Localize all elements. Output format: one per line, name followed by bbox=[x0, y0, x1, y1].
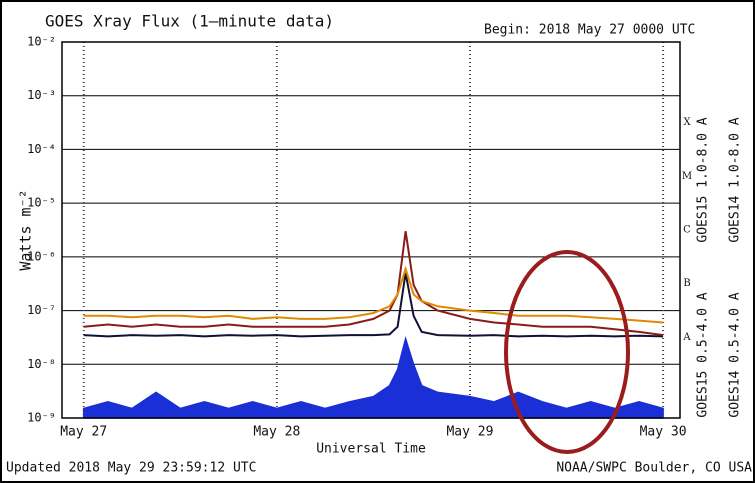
begin-label: Begin: 2018 May 27 0000 UTC bbox=[484, 23, 695, 38]
y-axis-label: Watts m⁻² bbox=[17, 189, 35, 270]
series-line bbox=[83, 272, 664, 338]
x-tick-label: May 29 bbox=[446, 425, 493, 440]
legend-label: GOES15 0.5-4.0 A bbox=[696, 292, 711, 417]
legend-label: GOES15 1.0-8.0 A bbox=[696, 117, 711, 242]
x-tick-label: May 30 bbox=[640, 425, 687, 440]
y-tick-label: 10⁻² bbox=[27, 35, 56, 49]
flare-class-label: C bbox=[683, 225, 691, 236]
legend-label: GOES14 1.0-8.0 A bbox=[728, 117, 743, 242]
y-tick-label: 10⁻⁸ bbox=[27, 357, 56, 371]
x-tick-label: May 27 bbox=[60, 425, 107, 440]
series-line bbox=[83, 231, 664, 337]
series-line bbox=[83, 265, 664, 324]
flare-class-label: M bbox=[682, 171, 692, 182]
x-axis-label: Universal Time bbox=[316, 442, 426, 457]
x-tick-label: May 28 bbox=[253, 425, 300, 440]
credit-label: NOAA/SWPC Boulder, CO USA bbox=[556, 461, 752, 476]
flare-class-label: X bbox=[683, 117, 691, 128]
series-area bbox=[82, 335, 664, 419]
updated-label: Updated 2018 May 29 23:59:12 UTC bbox=[6, 461, 256, 476]
chart-title: GOES Xray Flux (1—minute data) bbox=[45, 12, 334, 31]
y-tick-label: 10⁻³ bbox=[27, 88, 56, 102]
flare-class-label: B bbox=[683, 278, 690, 289]
y-tick-label: 10⁻⁷ bbox=[27, 303, 56, 317]
y-tick-label: 10⁻⁵ bbox=[27, 196, 56, 210]
legend-label: GOES14 0.5-4.0 A bbox=[728, 292, 743, 417]
y-tick-label: 10⁻⁶ bbox=[27, 249, 56, 263]
y-tick-label: 10⁻⁴ bbox=[27, 142, 56, 156]
flare-class-label: A bbox=[682, 332, 691, 343]
highlight-ellipse bbox=[504, 250, 630, 454]
plot-frame bbox=[61, 41, 681, 419]
y-tick-label: 10⁻⁹ bbox=[27, 411, 56, 425]
